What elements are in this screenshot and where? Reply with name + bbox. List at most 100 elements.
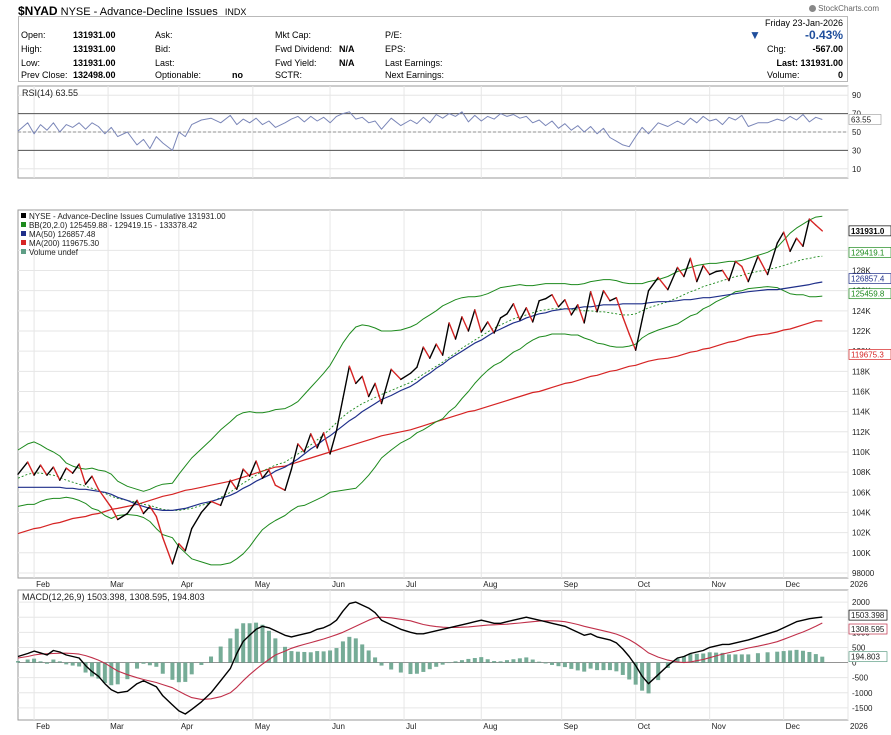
price-segment xyxy=(589,290,598,313)
price-segment xyxy=(493,317,502,334)
price-x-label: Jul xyxy=(406,580,416,589)
macd-hist-bar xyxy=(492,661,497,663)
price-panel xyxy=(17,209,849,579)
macd-x-label: Mar xyxy=(110,722,124,731)
price-legend-item: MA(200) 119675.30 xyxy=(29,239,100,248)
price-legend-item: NYSE - Advance-Decline Issues Cumulative… xyxy=(29,212,226,221)
macd-x-label: Sep xyxy=(564,722,579,731)
low-value: 131931.00 xyxy=(73,58,116,68)
price-segment xyxy=(628,333,637,351)
last-earnings-label: Last Earnings: xyxy=(385,58,443,68)
price-segment xyxy=(766,242,778,276)
price-segment xyxy=(65,467,74,474)
macd-hist-bar xyxy=(543,662,548,664)
price-x-label: Aug xyxy=(483,580,497,589)
rsi-last-label: 63.55 xyxy=(851,116,872,125)
price-segment xyxy=(248,460,257,477)
price-segment xyxy=(815,224,823,232)
price-segment xyxy=(329,430,338,455)
price-segment xyxy=(84,475,93,485)
price-y-tick: 112K xyxy=(852,428,871,437)
price-y-tick: 114K xyxy=(852,408,871,417)
macd-hist-bar xyxy=(57,661,62,663)
price-segment xyxy=(91,475,100,490)
price-value-box xyxy=(848,288,891,300)
macd-hist-bar xyxy=(334,648,339,663)
price-segment xyxy=(52,466,61,481)
price-y-tick: 98000 xyxy=(852,569,875,578)
macd-x-label: Feb xyxy=(36,722,50,731)
price-segment xyxy=(149,505,158,518)
optionable-value: no xyxy=(232,70,243,80)
macd-hist-bar xyxy=(755,653,760,663)
ask-label: Ask: xyxy=(155,30,173,40)
price-segment xyxy=(39,464,48,476)
macd-hist-bar xyxy=(176,662,181,683)
macd-hist-bar xyxy=(141,662,146,664)
price-y-tick: 108K xyxy=(852,468,871,477)
price-segment xyxy=(538,298,547,302)
macd-hist-bar xyxy=(575,662,580,671)
price-value-label: 125459.8 xyxy=(851,290,885,299)
price-segment xyxy=(602,289,611,302)
macd-hist-bar xyxy=(537,661,542,663)
price-value-label: 129419.1 xyxy=(851,248,885,257)
price-segment xyxy=(596,289,605,313)
price-segment xyxy=(367,382,376,398)
price-segment xyxy=(210,500,222,507)
price-segment xyxy=(577,304,585,324)
macd-hist-bar xyxy=(556,662,561,667)
macd-x-label: Oct xyxy=(638,722,651,731)
rsi-y-tick: 50 xyxy=(852,128,861,137)
brand-logo-icon xyxy=(809,5,817,12)
price-segment xyxy=(557,299,566,308)
macd-hist-bar xyxy=(588,662,593,669)
macd-hist-bar xyxy=(328,650,333,663)
fwd-dividend-label: Fwd Dividend: xyxy=(275,44,333,54)
macd-hist-bar xyxy=(775,651,780,663)
macd-hist-bar xyxy=(96,662,101,679)
macd-hist-bar xyxy=(147,662,152,666)
macd-hist-bar xyxy=(485,659,490,663)
brand: StockCharts.com xyxy=(809,4,879,13)
price-segment xyxy=(297,443,306,453)
macd-hist-bar xyxy=(595,662,600,671)
macd-hist-bar xyxy=(347,636,352,663)
eps-label: EPS: xyxy=(385,44,406,54)
price-segment xyxy=(290,443,299,470)
macd-x-label: 2026 xyxy=(850,722,868,731)
macd-hist-bar xyxy=(51,659,56,663)
bid-label: Bid: xyxy=(155,44,171,54)
price-legend-item: BB(20,2.0) 125459.88 - 129419.15 - 13337… xyxy=(29,221,198,230)
price-segment xyxy=(429,343,437,359)
macd-hist-bar xyxy=(681,656,686,663)
macd-hist-bar xyxy=(434,662,439,667)
macd-hist-bar xyxy=(199,662,204,665)
price-segment xyxy=(191,511,203,530)
open-label: Open: xyxy=(21,30,46,40)
price-segment xyxy=(448,322,457,340)
volume-value: 0 xyxy=(837,70,843,80)
macd-hist-bar xyxy=(459,660,464,663)
macd-hist-bar xyxy=(254,622,259,663)
price-segment xyxy=(570,304,579,316)
price-x-label: Oct xyxy=(638,580,651,589)
macd-hist-bar xyxy=(266,630,271,663)
price-legend-swatch xyxy=(21,222,26,227)
macd-hist-bar xyxy=(295,651,300,663)
price-segment xyxy=(741,265,749,283)
rsi-title: RSI(14) 63.55 xyxy=(22,88,78,98)
macd-hist-bar xyxy=(44,662,49,664)
macd-hist-bar xyxy=(209,656,214,663)
price-segment xyxy=(689,257,698,283)
price-segment xyxy=(268,469,277,486)
macd-hist-bar xyxy=(160,662,165,674)
high-label: High: xyxy=(21,44,43,54)
macd-hist-bar xyxy=(283,646,288,663)
macd-hist-bar xyxy=(813,654,818,663)
price-segment xyxy=(110,506,119,521)
chg-value: -567.00 xyxy=(812,44,843,54)
price-segment xyxy=(361,375,370,398)
macd-hist-bar xyxy=(511,659,516,663)
price-segment xyxy=(390,368,402,381)
